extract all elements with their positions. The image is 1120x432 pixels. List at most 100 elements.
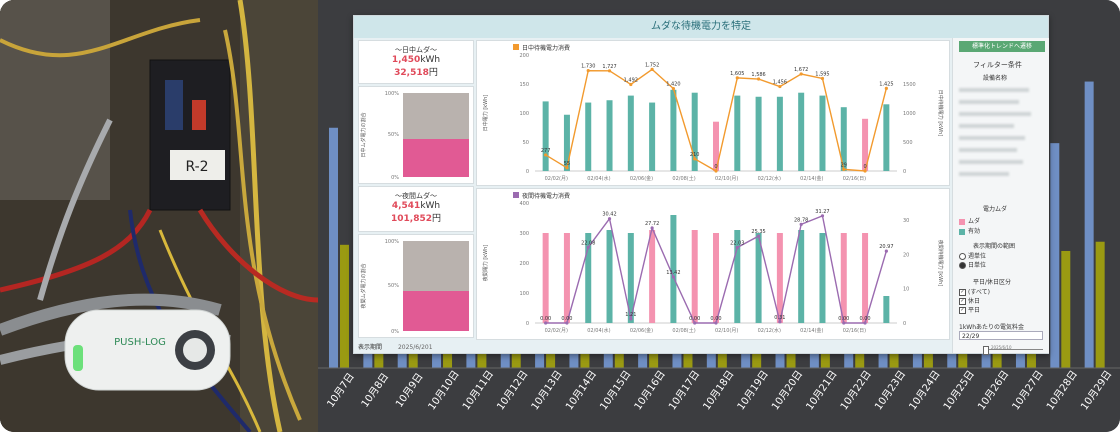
breaker-box <box>149 59 231 211</box>
chart-ylabel-right: 日中待機電力 [kWh] <box>937 90 944 137</box>
bg-bar-olive <box>340 244 349 368</box>
chart-point <box>842 321 846 325</box>
status-value: 2025/6/201 <box>397 344 433 351</box>
bg-date-label: 10月13日 <box>529 368 565 412</box>
svg-text:100%: 100% <box>385 239 400 245</box>
chart-data-label: 0.00 <box>540 316 551 322</box>
filter-panel: 標準化トレンドへ遷移 フィルター条件 設備名称 電力ムダ ムダ 有効 表示期間の… <box>952 38 1049 355</box>
range-option-week[interactable]: 週単位 <box>959 251 986 260</box>
chart-ytick-right: 0 <box>903 169 906 175</box>
chart-ytick-left: 100 <box>519 291 529 297</box>
chart-data-label: 1,456 <box>773 80 787 86</box>
chart-xtick: 02/12(水) <box>758 327 781 334</box>
night-standby-chart: 夜間待機電力消費 夜間電力 [kWh] 夜間待機電力 [kWh] 0 100 200 300… <box>476 188 950 340</box>
chart-ytick-left: 100 <box>519 111 529 117</box>
chart-ylabel-right: 夜間待機電力 [kWh] <box>937 240 944 287</box>
daytime-kpi-title: ～日中ムダ～ <box>395 46 437 54</box>
chart-bar <box>840 233 847 323</box>
chart-bar <box>563 233 570 323</box>
chart-ytick-right: 30 <box>903 218 909 224</box>
chart-ytick-left: 0 <box>526 321 529 327</box>
chart-xtick: 02/16(日) <box>843 176 866 182</box>
chart-data-label: 1,586 <box>751 72 765 78</box>
chart-data-label: 28.78 <box>794 217 808 223</box>
chart-data-label: 0 <box>863 164 866 170</box>
bg-date-label: 10月18日 <box>701 368 737 412</box>
range-label: 表示期間の範囲 <box>973 243 1016 250</box>
daytime-yen: 32,518円 <box>394 68 438 78</box>
bg-date-label: 10月23日 <box>872 368 908 412</box>
trend-button[interactable]: 標準化トレンドへ遷移 <box>959 41 1045 52</box>
chart-data-label: 0.00 <box>838 316 849 322</box>
price-input[interactable]: 22/29 <box>959 331 1043 340</box>
legend-waste: ムダ <box>959 216 980 225</box>
daytime-kwh: 1,450kWh <box>391 55 441 65</box>
chart-point <box>544 153 548 157</box>
dayparts-label: 平日/休日区分 <box>973 279 1012 286</box>
chart-point <box>650 67 654 71</box>
chart-point <box>650 226 654 230</box>
legend-normal: 有効 <box>959 226 980 235</box>
date-slider[interactable]: 2025/6/10 <box>983 345 1043 355</box>
chart-bar <box>840 107 847 171</box>
chart-ytick-left: 200 <box>519 261 529 267</box>
night-share-card: 夜間ムダ電力の割合 100% 50% 0% <box>358 234 474 338</box>
daypart-holiday-checkbox[interactable]: ✓ 休日 <box>959 298 981 305</box>
chart-xtick: 02/04(水) <box>587 175 610 182</box>
chart-bar <box>734 230 741 323</box>
bg-bar-blue <box>1084 81 1094 368</box>
chart-xtick: 02/10(月) <box>715 328 738 334</box>
bg-date-label: 10月8日 <box>359 371 391 410</box>
chart-legend-label: 日中待機電力消費 <box>522 44 570 52</box>
chart-ytick-left: 50 <box>523 140 529 146</box>
daytime-normal-share <box>403 93 469 139</box>
chart-bar <box>776 233 783 323</box>
chart-data-label: 1,492 <box>624 77 638 83</box>
chart-point <box>735 76 739 80</box>
chart-data-label: 25.35 <box>751 229 765 235</box>
chart-point <box>735 245 739 250</box>
range-option-day[interactable]: 日単位 <box>959 260 986 269</box>
chart-ytick-right: 20 <box>903 252 909 258</box>
breaker-label: R-2 <box>185 159 208 175</box>
chart-data-label: 29 <box>841 162 847 168</box>
svg-text:0%: 0% <box>391 329 399 335</box>
bg-date-label: 10月19日 <box>735 368 771 412</box>
equipment-list[interactable] <box>959 84 1043 194</box>
chart-xtick: 02/08(土) <box>672 175 695 182</box>
bg-bar-olive <box>1095 241 1105 368</box>
chart-bar <box>627 95 634 171</box>
chart-bar <box>691 92 698 171</box>
chart-bar <box>606 100 613 171</box>
night-kpi-card: ～夜間ムダ～ 4,541kWh 101,852円 <box>358 186 474 232</box>
price-label: 1kWhあたりの電気料金 <box>959 324 1025 331</box>
power-waste-label: 電力ムダ <box>983 206 1008 213</box>
chart-data-label: 0 <box>714 164 717 170</box>
daytime-waste-share <box>403 139 469 177</box>
night-yen: 101,852円 <box>390 214 441 224</box>
chart-data-label: 27.72 <box>645 221 659 227</box>
daypart-all-checkbox[interactable]: ✓ (すべて) <box>959 289 991 296</box>
device-photo: R-2 PUSH-LOG <box>0 0 318 432</box>
daytime-standby-chart: 日中待機電力消費 日中電力 [kWh] 日中待機電力 [kWh] 0 50 100 150 2… <box>476 40 950 186</box>
chart-legend-swatch <box>513 44 519 50</box>
chart-point <box>756 234 761 238</box>
filter-title: フィルター条件 <box>973 61 1022 69</box>
chart-data-label: 20.97 <box>879 244 893 250</box>
chart-legend-swatch <box>513 192 519 198</box>
chart-bar <box>649 102 656 171</box>
equipment-label: 設備名称 <box>983 75 1008 82</box>
chart-data-label: 0.00 <box>689 316 700 322</box>
chart-data-label: 0.00 <box>710 316 721 322</box>
chart-bar <box>862 233 869 323</box>
chart-bar <box>670 215 677 323</box>
chart-data-label: 1,672 <box>794 67 808 73</box>
slider-handle[interactable] <box>983 346 989 355</box>
chart-bar <box>776 96 783 171</box>
daypart-weekday-checkbox[interactable]: ✓ 平日 <box>959 307 981 314</box>
chart-point <box>629 82 633 87</box>
chart-data-label: 1,595 <box>815 71 829 77</box>
chart-point <box>820 214 825 218</box>
